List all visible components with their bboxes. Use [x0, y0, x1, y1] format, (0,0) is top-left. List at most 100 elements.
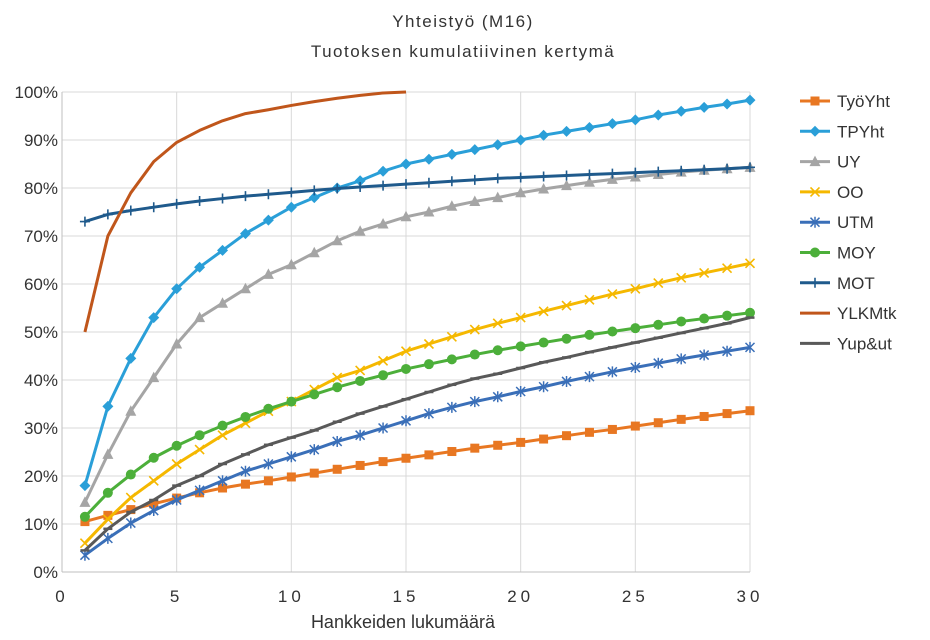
data-point [217, 475, 228, 487]
data-point [722, 263, 733, 274]
data-point [309, 444, 320, 456]
data-point [355, 460, 365, 470]
legend-swatch-marker [810, 247, 820, 258]
data-point [584, 427, 594, 437]
data-point [538, 381, 549, 393]
data-point [400, 210, 412, 222]
data-point [148, 452, 159, 463]
data-point [699, 164, 710, 175]
data-point [630, 167, 641, 178]
data-point [561, 125, 573, 137]
data-point [262, 214, 274, 226]
data-point [515, 134, 527, 146]
legend-label: UTM [837, 213, 874, 232]
legend-item-moy: MOY [800, 244, 876, 263]
data-point [171, 458, 182, 470]
data-point [423, 408, 434, 420]
data-point [515, 186, 527, 198]
data-point [744, 258, 756, 269]
data-point [606, 173, 618, 184]
data-point [171, 494, 182, 506]
legend-label: TPYht [837, 122, 885, 141]
data-point [308, 192, 320, 204]
data-point [262, 268, 274, 279]
series-line [84, 345, 751, 557]
data-point [102, 514, 113, 525]
data-point [446, 148, 458, 160]
data-point [125, 405, 137, 416]
data-point [447, 447, 457, 457]
data-point [744, 94, 756, 106]
data-point [653, 319, 664, 330]
data-point [653, 277, 664, 289]
data-point [240, 411, 251, 422]
data-point [423, 177, 434, 188]
legend-item-ylkmtk: YLKMtk [800, 304, 897, 323]
data-point [515, 312, 526, 323]
data-point [171, 440, 182, 451]
data-point [607, 424, 617, 434]
data-point [263, 476, 273, 486]
data-point [286, 187, 297, 198]
data-point [561, 300, 572, 311]
data-point [217, 193, 228, 204]
data-point [538, 306, 549, 317]
data-point [354, 175, 366, 187]
data-point [194, 261, 206, 273]
data-point [744, 341, 756, 353]
x-axis-label: Hankkeiden lukumäärä [311, 612, 496, 632]
x-tick-label: 20 [507, 587, 534, 606]
data-point [240, 191, 251, 202]
data-point [194, 430, 205, 441]
data-point [239, 228, 251, 240]
legend-label: MOY [837, 244, 876, 263]
data-point [355, 429, 366, 441]
data-point [194, 444, 205, 455]
data-point [630, 421, 640, 431]
data-point [584, 294, 595, 305]
y-tick-label: 60% [24, 275, 58, 294]
legend-item-utm: UTM [800, 213, 874, 232]
data-point [561, 375, 572, 387]
data-point [171, 283, 183, 295]
data-point [446, 331, 457, 342]
data-point [676, 414, 686, 424]
data-point [699, 313, 710, 324]
data-point [79, 480, 91, 492]
axes: 0% 10% 20% 30% 40% 50% 60% 70% 80% 90% 100% 0 5 10 15 2… [15, 83, 760, 606]
data-point [538, 337, 549, 348]
data-point [492, 173, 503, 184]
data-point [218, 483, 228, 493]
data-point [446, 354, 457, 365]
data-point [583, 122, 595, 134]
data-point [469, 396, 480, 408]
data-point [332, 435, 343, 447]
data-point [538, 182, 550, 194]
data-point [675, 105, 687, 117]
data-point [745, 162, 755, 173]
data-point [401, 179, 411, 190]
x-tick-label: 5 [170, 587, 183, 606]
data-point [607, 326, 618, 337]
data-point [125, 469, 136, 480]
data-point [332, 464, 342, 474]
x-tick-label: 25 [622, 587, 649, 606]
data-point [721, 98, 733, 110]
legend-label: Yup&ut [837, 334, 892, 353]
data-point [699, 349, 710, 361]
chart-title: Yhteistyö (M16) [392, 12, 534, 31]
series-tpyht [79, 94, 756, 492]
data-point [378, 422, 389, 434]
data-point [148, 371, 160, 383]
data-point [286, 472, 296, 482]
data-point [102, 209, 113, 220]
data-point [148, 202, 159, 213]
series-mot [79, 162, 755, 227]
data-point [722, 310, 733, 321]
legend-label: OO [837, 183, 863, 202]
data-point [194, 484, 205, 496]
data-point [446, 200, 458, 211]
data-point [699, 411, 709, 421]
legend-swatch-marker [810, 96, 820, 106]
data-point [309, 468, 319, 478]
